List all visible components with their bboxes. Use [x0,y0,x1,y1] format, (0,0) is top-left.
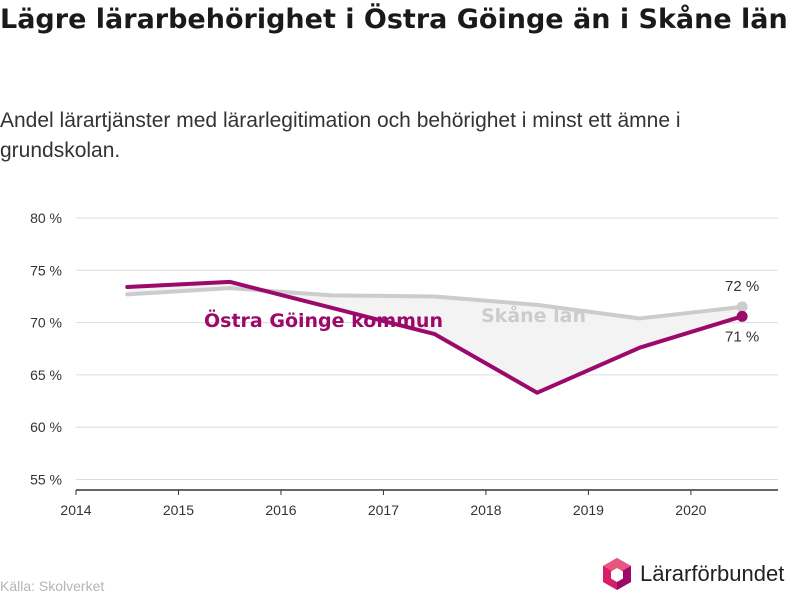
x-tick-label: 2015 [163,502,194,518]
end-point-skane-lan [736,301,748,313]
series-line-ostra-goinge [125,279,745,395]
end-label-skane-lan: 72 % [725,278,759,295]
series-line-skane-lan [125,286,745,321]
y-tick-label: 70 % [30,315,62,331]
x-tick-label: 2019 [573,502,604,518]
end-point-ostra-goinge [736,310,748,322]
x-tick-label: 2018 [470,502,501,518]
chart-title: Lägre lärarbehörighet i Östra Göinge än … [0,4,788,35]
x-tick-label: 2016 [265,502,296,518]
brand: Lärarförbundet [602,557,784,591]
series-label-skane-lan: Skåne län [481,303,586,327]
series-label-ostra-goinge: Östra Göinge kommun [204,308,443,332]
end-label-ostra-goinge: 71 % [725,328,759,345]
y-tick-label: 75 % [30,262,62,278]
x-tick-label: 2020 [675,502,706,518]
y-tick-label: 80 % [30,210,62,226]
x-tick-label: 2014 [60,502,91,518]
gap-area [127,281,743,393]
source-note: Källa: Skolverket [0,578,105,594]
y-tick-label: 60 % [30,419,62,435]
y-tick-label: 65 % [30,367,62,383]
hexagon-logo-icon [603,558,631,590]
chart-subtitle: Andel lärartjänster med lärarlegitimatio… [0,109,681,162]
y-tick-label: 55 % [30,472,62,488]
x-tick-label: 2017 [368,502,399,518]
brand-name: Lärarförbundet [640,561,785,586]
